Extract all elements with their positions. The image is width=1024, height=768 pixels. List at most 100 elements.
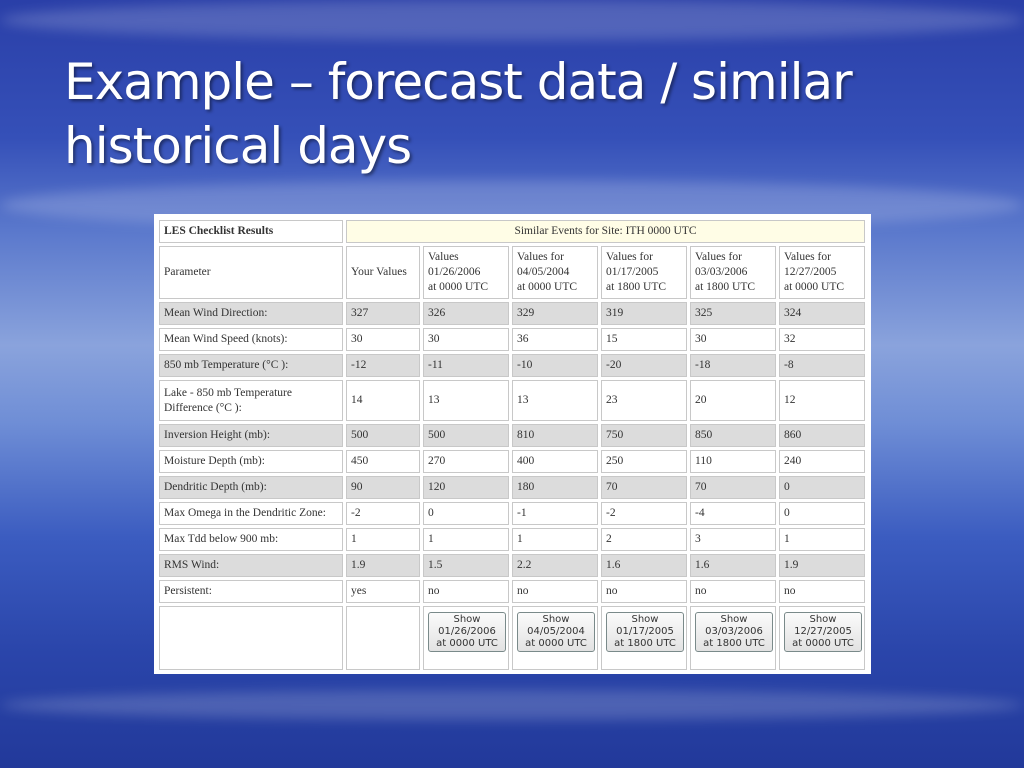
column-header: Values for 04/05/2004 at 0000 UTC [512,246,598,299]
row-label: Inversion Height (mb): [159,424,343,447]
table-cell: 325 [690,302,776,325]
table-cell: 20 [690,380,776,421]
button-label-line: 12/27/2005 [794,626,852,637]
button-label-line: at 0000 UTC [525,638,587,649]
show-event-button[interactable]: Show 01/26/2006 at 0000 UTC [428,612,506,652]
row-label: Max Omega in the Dendritic Zone: [159,502,343,525]
row-label: Moisture Depth (mb): [159,450,343,473]
table-cell: -12 [346,354,420,377]
table-cell: 1 [423,528,509,551]
table-cell: 1.6 [601,554,687,577]
table-cell: 110 [690,450,776,473]
button-label-line: at 1800 UTC [703,638,765,649]
table-cell: 319 [601,302,687,325]
table-cell: 500 [423,424,509,447]
table-row: Persistent: yes no no no no no [159,580,865,603]
table-row: 850 mb Temperature (°C ): -12 -11 -10 -20 -18… [159,354,865,377]
table-title-row: LES Checklist Results Similar Events for… [159,220,865,243]
table-row: Moisture Depth (mb): 450 270 400 250 110 240 [159,450,865,473]
table-cell: 70 [690,476,776,499]
row-label: RMS Wind: [159,554,343,577]
column-header-line: at 1800 UTC [606,281,667,293]
column-header-line: Values for [695,251,742,263]
table-row: Max Omega in the Dendritic Zone: -2 0 -1 -2-… [159,502,865,525]
column-header: Values for 03/03/2006 at 1800 UTC [690,246,776,299]
table-cell: 400 [512,450,598,473]
show-event-button[interactable]: Show 12/27/2005 at 0000 UTC [784,612,862,652]
button-cell: Show 04/05/2004 at 0000 UTC [512,606,598,670]
table-cell: -8 [779,354,865,377]
table-cell: 70 [601,476,687,499]
table-cell: -11 [423,354,509,377]
table-cell: 32 [779,328,865,351]
table-cell: 860 [779,424,865,447]
table-cell: no [779,580,865,603]
les-checklist-table: LES Checklist Results Similar Events for… [156,217,868,673]
row-label: Lake - 850 mb Temperature Difference (°C… [159,380,343,421]
table-cell: 180 [512,476,598,499]
column-header-row: Parameter Your Values Values 01/26/2006 at 0… [159,246,865,299]
show-event-button[interactable]: Show 03/03/2006 at 1800 UTC [695,612,773,652]
button-label-line: 01/26/2006 [438,626,496,637]
row-label: Persistent: [159,580,343,603]
table-row: Dendritic Depth (mb): 90 120 180 70 70 0 [159,476,865,499]
row-label: Max Tdd below 900 mb: [159,528,343,551]
column-header-line: Values for [606,251,653,263]
table-cell: 1.5 [423,554,509,577]
table-cell: 13 [423,380,509,421]
column-header-line: 12/27/2005 [784,266,837,278]
table-row: Max Tdd below 900 mb: 1 1 1 2 3 1 [159,528,865,551]
table-cell: 1.6 [690,554,776,577]
table-row: Inversion Height (mb): 500 500 810 750 850 860 [159,424,865,447]
show-event-button[interactable]: Show 04/05/2004 at 0000 UTC [517,612,595,652]
les-checklist-panel: LES Checklist Results Similar Events for… [154,214,871,674]
table-cell: 0 [779,502,865,525]
table-cell: 326 [423,302,509,325]
table-cell: 0 [423,502,509,525]
table-row: RMS Wind: 1.9 1.5 2.2 1.6 1.6 1.9 [159,554,865,577]
table-row: Lake - 850 mb Temperature Difference (°C… [159,380,865,421]
column-header-line: 03/03/2006 [695,266,748,278]
table-cell: 327 [346,302,420,325]
table-cell: no [423,580,509,603]
table-cell: 324 [779,302,865,325]
button-cell: Show 01/17/2005 at 1800 UTC [601,606,687,670]
table-cell: -20 [601,354,687,377]
column-header: Values 01/26/2006 at 0000 UTC [423,246,509,299]
row-label: Mean Wind Direction: [159,302,343,325]
column-header-line: 01/26/2006 [428,266,481,278]
table-cell: 1 [779,528,865,551]
column-header: Values for 01/17/2005 at 1800 UTC [601,246,687,299]
table-row: Mean Wind Direction: 327 326 329 319 325 324 [159,302,865,325]
button-cell: Show 03/03/2006 at 1800 UTC [690,606,776,670]
table-cell: 120 [423,476,509,499]
table-cell: 810 [512,424,598,447]
row-label: Dendritic Depth (mb): [159,476,343,499]
column-header-line: Values for [784,251,831,263]
table-cell: yes [346,580,420,603]
table-cell: 250 [601,450,687,473]
table-cell: 15 [601,328,687,351]
column-header-line: at 0000 UTC [428,281,489,293]
table-cell: 2.2 [512,554,598,577]
row-label: Mean Wind Speed (knots): [159,328,343,351]
table-cell: no [512,580,598,603]
table-row: Mean Wind Speed (knots): 30 30 36 15 30 32 [159,328,865,351]
button-label-line: at 0000 UTC [436,638,498,649]
slide-title: Example – forecast data / similar histor… [64,53,853,175]
table-cell: 850 [690,424,776,447]
column-header-line: at 1800 UTC [695,281,756,293]
column-header-line: at 0000 UTC [517,281,578,293]
table-cell: -2 [346,502,420,525]
table-cell: 1 [346,528,420,551]
table-cell: 14 [346,380,420,421]
button-label-line: 03/03/2006 [705,626,763,637]
column-header-line: at 0000 UTC [784,281,845,293]
button-label-line: Show [453,614,481,625]
table-cell: 12 [779,380,865,421]
column-header-line: 04/05/2004 [517,266,570,278]
show-event-button[interactable]: Show 01/17/2005 at 1800 UTC [606,612,684,652]
table-cell: 13 [512,380,598,421]
table-cell: -18 [690,354,776,377]
table-cell: 0 [779,476,865,499]
